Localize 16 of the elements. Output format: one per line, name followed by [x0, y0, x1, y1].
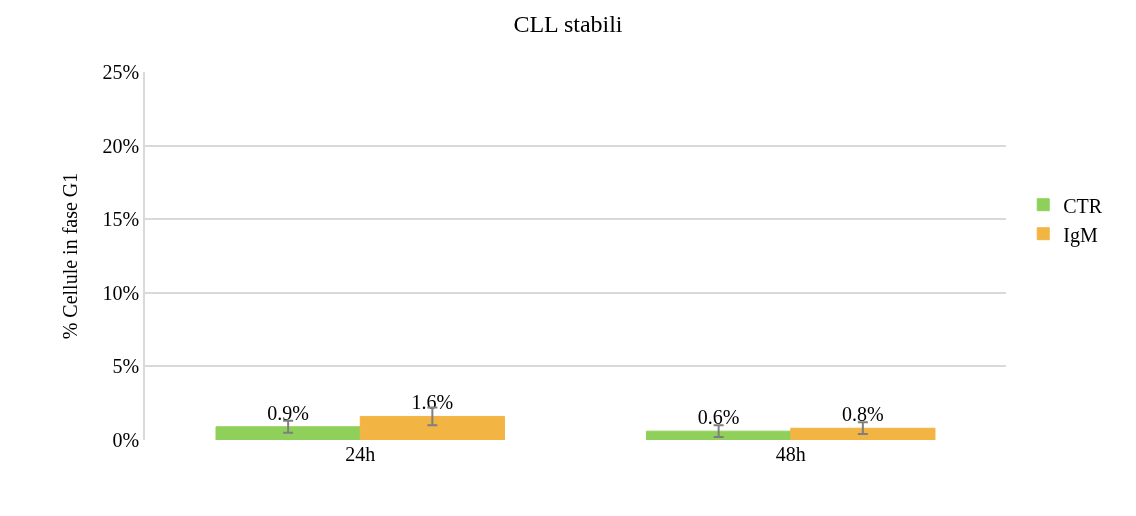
data-label: 0.6% [697, 406, 740, 429]
legend-label: CTR [1063, 194, 1103, 217]
y-tick-label: 15% [102, 208, 140, 231]
chart-title: CLL stabili [513, 11, 623, 38]
y-tick-label: 5% [112, 355, 140, 378]
x-tick-label: 24h [345, 443, 376, 465]
data-label: 1.6% [411, 391, 454, 414]
data-label: 0.9% [267, 401, 309, 424]
legend-label: IgM [1063, 223, 1098, 247]
y-tick-label: 10% [102, 281, 140, 304]
y-tick-label: 0% [112, 429, 140, 451]
y-tick-label: 20% [102, 134, 140, 157]
y-axis-title: % Cellule in fase G1 [58, 172, 81, 340]
data-label: 0.8% [842, 403, 884, 426]
x-tick-label: 48h [775, 443, 806, 465]
y-tick-label: 25% [102, 61, 140, 83]
